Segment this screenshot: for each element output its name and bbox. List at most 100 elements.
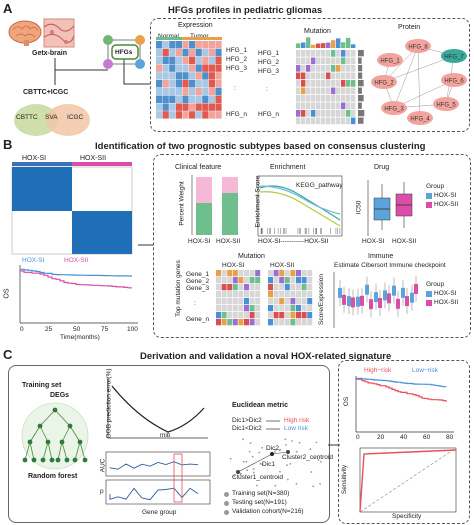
km-b-si-curve [19, 268, 132, 277]
gsea-curve-2 [259, 191, 341, 227]
km-b-sii-curve [20, 270, 132, 289]
expression-cell [156, 111, 163, 119]
mutation-b-cell [284, 270, 290, 277]
expression-cell [215, 72, 222, 80]
immune-boxplots [333, 272, 418, 328]
mutation-b-cell [279, 319, 285, 326]
km-c-ylabel: OS [343, 396, 351, 407]
mutation-b-cell [301, 319, 307, 326]
mutation-cell [346, 65, 351, 72]
euclid-point [286, 464, 288, 467]
mutation-cell [321, 110, 326, 117]
venn-icgc: ICGC [67, 114, 84, 121]
immune-legend-title: Group [426, 281, 445, 288]
expression-cell [195, 95, 202, 103]
expression-cell [195, 41, 202, 49]
ppi-node-label: HFG_2 [374, 80, 394, 86]
mutation-cell [306, 110, 311, 117]
tree-node [31, 457, 37, 463]
mutation-b-cell [284, 284, 290, 291]
mutation-b-cell [227, 298, 233, 305]
expression-cell [169, 56, 176, 64]
mutation-b-cell [221, 312, 227, 319]
mutation-cell [321, 50, 326, 57]
mutation-cell [326, 57, 331, 65]
mutation-b-cell [216, 277, 221, 284]
mutation-b-cell [290, 284, 296, 291]
mutation-top-bar [316, 43, 321, 48]
expression-cell [175, 103, 182, 111]
mutation-cell [346, 102, 351, 110]
tree-node [49, 457, 55, 463]
expression-cell [182, 95, 189, 103]
euclid-point [274, 484, 277, 487]
expression-cell [208, 103, 215, 111]
mutation-b-cell [238, 270, 244, 277]
drug-legend-si: HOX-SI [434, 192, 457, 199]
expression-cell [182, 56, 189, 64]
ppi-node-label: HFG_8 [408, 44, 428, 50]
mutation-cell [296, 50, 301, 57]
expression-cell [169, 72, 176, 80]
mutation-b-cell [227, 305, 233, 312]
mutation-b-cell [227, 284, 233, 291]
mutation-b-oncoprint [216, 270, 313, 326]
mutation-b-cell [238, 305, 244, 312]
mutation-b-cell [273, 319, 279, 326]
mutation-cell [351, 57, 356, 65]
mutation-top-bar [296, 43, 301, 48]
mutation-cell [296, 95, 301, 102]
euclid-point [279, 470, 281, 473]
mutation-cell [301, 72, 306, 80]
oob-min-label: min [160, 432, 171, 439]
mutation-side-bar [358, 102, 362, 109]
euclid-point [252, 471, 255, 474]
euclid-point [309, 448, 312, 451]
mutation-cell [306, 87, 311, 95]
mutation-cell [296, 72, 301, 80]
mutation-b-cell [244, 319, 249, 326]
immune-legend-sii: HOX-SII [434, 299, 459, 306]
euclid-point [315, 441, 318, 444]
mutation-cell [301, 65, 306, 72]
drug-legend-title: Group [426, 183, 445, 190]
mutation-cell [336, 80, 341, 87]
mutation-cell [311, 87, 316, 95]
auc-p-plots [105, 451, 211, 505]
tree-node [52, 407, 58, 413]
panel-c-training-box [8, 365, 330, 523]
expression-cell [162, 87, 169, 96]
expression-cell [202, 103, 209, 111]
immune-ylabel: Score/Expression [317, 274, 325, 325]
mutation-cell [351, 72, 356, 80]
mutation-b-cell [238, 277, 244, 284]
mutation-cell [296, 87, 301, 95]
source-gtex: Getx-brain [32, 50, 68, 57]
mutation-b-cell [284, 277, 290, 284]
clinical-ylabel: Percent Weight [178, 181, 186, 226]
mutation-cell [316, 87, 321, 95]
immune-subtitle: Estimate Cibersort Immune checkpoint [334, 262, 446, 269]
roc-curve [359, 447, 457, 513]
mutation-b-cell [290, 270, 296, 277]
cluster1-centroid [236, 470, 240, 474]
euclid-point [274, 451, 276, 453]
ppi-node-label: HFG_6 [444, 78, 464, 84]
panel-a-connectors [54, 58, 150, 85]
expression-cell [195, 64, 202, 72]
mutation-row-3: HFG_3 [258, 68, 279, 75]
km-b-xtick-2: 50 [73, 326, 81, 333]
cluster-label-sii: HOX-SII [80, 155, 107, 162]
mutation-b-cell [221, 319, 227, 326]
roc-xlabel: Specificity [392, 513, 422, 520]
expression-cell [208, 48, 215, 57]
expression-cell [195, 72, 202, 80]
ppi-node [433, 97, 459, 111]
expression-cell [195, 56, 202, 64]
expression-cell [169, 64, 176, 72]
km-b-xtick-3: 75 [101, 326, 109, 333]
mutation-b-cell [279, 291, 285, 298]
mutation-b-cell [221, 270, 227, 277]
expression-cell [202, 72, 209, 80]
mutation-side-bar [358, 57, 362, 64]
